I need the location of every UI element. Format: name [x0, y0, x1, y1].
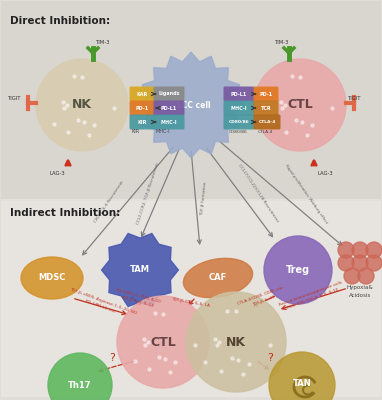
FancyBboxPatch shape: [1, 199, 381, 397]
Text: NK: NK: [226, 336, 246, 348]
Circle shape: [352, 255, 368, 271]
Text: TGF-β, IL-10: TGF-β, IL-10: [251, 296, 275, 308]
Polygon shape: [138, 52, 244, 158]
FancyBboxPatch shape: [223, 100, 254, 116]
Text: MDSC: MDSC: [38, 274, 66, 282]
Circle shape: [352, 242, 368, 258]
Text: CAF: CAF: [209, 274, 227, 282]
Text: TGF-β, IL-4, IL-13: TGF-β, IL-4, IL-13: [120, 295, 153, 308]
Text: ROS, IDO, TGF-β, IL-6, IL-10: ROS, IDO, TGF-β, IL-6, IL-10: [287, 288, 339, 310]
Circle shape: [269, 352, 335, 400]
Text: ?: ?: [109, 353, 115, 363]
Text: TGF-β, eNOS, Arginase-1, IL-10, SIO: TGF-β, eNOS, Arginase-1, IL-10, SIO: [69, 287, 137, 315]
Text: Th17: Th17: [68, 380, 92, 390]
Circle shape: [338, 242, 354, 258]
Circle shape: [186, 292, 286, 392]
Text: TGF-β, IDO, IL-6, LA: TGF-β, IDO, IL-6, LA: [172, 297, 210, 308]
Text: TIGIT: TIGIT: [8, 96, 21, 101]
Circle shape: [338, 255, 354, 271]
Circle shape: [358, 268, 374, 284]
Text: CXCL8, IL-6 Recruitment: CXCL8, IL-6 Recruitment: [94, 180, 125, 223]
Text: Rapid proliferation, Warburg effect: Rapid proliferation, Warburg effect: [285, 164, 329, 224]
Text: PD-1: PD-1: [259, 92, 273, 96]
Text: Acidosis: Acidosis: [349, 293, 371, 298]
FancyBboxPatch shape: [154, 114, 185, 130]
Circle shape: [254, 59, 346, 151]
Text: MHC-I: MHC-I: [156, 129, 170, 134]
Ellipse shape: [21, 257, 83, 299]
Text: TGF-β Formation: TGF-β Formation: [200, 181, 207, 216]
Text: CTLA-4: CTLA-4: [258, 120, 276, 124]
Text: Treg: Treg: [286, 265, 310, 275]
Text: KAR: KAR: [136, 92, 147, 96]
FancyBboxPatch shape: [1, 1, 381, 201]
Text: PD-1/PD-L1, TDO, IL-10: PD-1/PD-L1, TDO, IL-10: [115, 288, 160, 304]
Text: Direct Inhibition:: Direct Inhibition:: [10, 16, 110, 26]
FancyBboxPatch shape: [129, 100, 154, 116]
FancyBboxPatch shape: [129, 86, 154, 102]
FancyBboxPatch shape: [223, 86, 254, 102]
Text: TIGIT: TIGIT: [348, 96, 361, 101]
Text: KIR: KIR: [132, 129, 140, 134]
Text: MHC-I: MHC-I: [161, 120, 177, 124]
Text: TIM-3: TIM-3: [96, 40, 110, 45]
Text: Indirect Inhibition:: Indirect Inhibition:: [10, 208, 120, 218]
Text: Recruit immunosuppressive cells: Recruit immunosuppressive cells: [279, 280, 343, 307]
Text: PD-L1: PD-L1: [161, 106, 177, 110]
Text: Ligands: Ligands: [158, 92, 180, 96]
Text: KIR: KIR: [137, 120, 147, 124]
Text: Hypoxia&: Hypoxia&: [346, 285, 373, 290]
Text: LAG-3: LAG-3: [317, 171, 333, 176]
Text: ESCC cell: ESCC cell: [171, 100, 211, 110]
Text: TCR: TCR: [261, 106, 271, 110]
Text: CTLA-4: CTLA-4: [257, 130, 273, 134]
FancyBboxPatch shape: [254, 114, 280, 130]
Text: TAN: TAN: [293, 380, 311, 388]
Text: LAG-3: LAG-3: [49, 171, 65, 176]
Circle shape: [36, 59, 128, 151]
FancyBboxPatch shape: [254, 100, 278, 116]
Text: ?: ?: [267, 353, 273, 363]
Text: CCL17/CCL22/CCL28 Recruitment: CCL17/CCL22/CCL28 Recruitment: [237, 163, 279, 223]
Text: MHC-I: MHC-I: [231, 106, 247, 110]
FancyBboxPatch shape: [154, 100, 185, 116]
FancyBboxPatch shape: [223, 114, 254, 130]
Text: CTLA-4/CD80, CD86, etc.: CTLA-4/CD80, CD86, etc.: [238, 286, 285, 306]
FancyBboxPatch shape: [129, 114, 154, 130]
Text: TAM: TAM: [130, 266, 150, 274]
Circle shape: [366, 242, 382, 258]
Text: PD-1/PD-L1, etc.: PD-1/PD-L1, etc.: [85, 299, 117, 314]
Circle shape: [117, 296, 209, 388]
Text: CD80/86: CD80/86: [228, 130, 248, 134]
Circle shape: [366, 255, 382, 271]
Text: NK: NK: [72, 98, 92, 112]
Text: PD-L1: PD-L1: [231, 92, 247, 96]
Ellipse shape: [183, 258, 253, 298]
FancyBboxPatch shape: [154, 86, 185, 102]
Text: CTL: CTL: [150, 336, 176, 348]
Text: PD-1: PD-1: [136, 106, 149, 110]
Circle shape: [264, 236, 332, 304]
Polygon shape: [102, 234, 178, 306]
Text: CTL: CTL: [287, 98, 313, 112]
Text: CD80/86: CD80/86: [229, 120, 249, 124]
Text: TIM-3: TIM-3: [275, 40, 290, 45]
FancyBboxPatch shape: [254, 86, 278, 102]
Circle shape: [48, 353, 112, 400]
Text: CCL2-CCR2, TGF-β Recruitment: CCL2-CCR2, TGF-β Recruitment: [136, 162, 160, 225]
Circle shape: [344, 268, 360, 284]
